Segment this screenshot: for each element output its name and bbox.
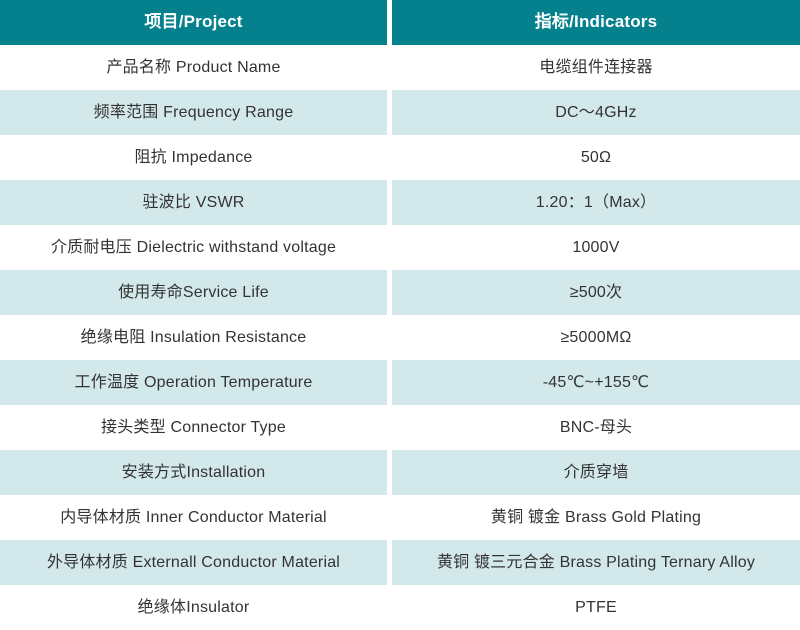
indicator-cell: ≥500次 bbox=[392, 270, 800, 315]
table-row: 接头类型 Connector Type BNC-母头 bbox=[0, 405, 800, 450]
indicator-cell: -45℃~+155℃ bbox=[392, 360, 800, 405]
project-cell: 绝缘电阻 Insulation Resistance bbox=[0, 315, 387, 360]
header-cell-indicators: 指标/Indicators bbox=[392, 0, 800, 45]
project-cell: 外导体材质 Externall Conductor Material bbox=[0, 540, 387, 585]
project-cell: 产品名称 Product Name bbox=[0, 45, 387, 90]
table-row: 绝缘电阻 Insulation Resistance ≥5000MΩ bbox=[0, 315, 800, 360]
indicator-cell: PTFE bbox=[392, 585, 800, 630]
indicator-cell: 黄铜 镀三元合金 Brass Plating Ternary Alloy bbox=[392, 540, 800, 585]
table-row: 内导体材质 Inner Conductor Material 黄铜 镀金 Bra… bbox=[0, 495, 800, 540]
table-row: 介质耐电压 Dielectric withstand voltage 1000V bbox=[0, 225, 800, 270]
project-cell: 阻抗 Impedance bbox=[0, 135, 387, 180]
table-row: 使用寿命Service Life ≥500次 bbox=[0, 270, 800, 315]
project-cell: 频率范围 Frequency Range bbox=[0, 90, 387, 135]
project-cell: 安装方式Installation bbox=[0, 450, 387, 495]
project-cell: 介质耐电压 Dielectric withstand voltage bbox=[0, 225, 387, 270]
table-row: 产品名称 Product Name 电缆组件连接器 bbox=[0, 45, 800, 90]
project-cell: 使用寿命Service Life bbox=[0, 270, 387, 315]
indicator-cell: 50Ω bbox=[392, 135, 800, 180]
table-header-row: 项目/Project 指标/Indicators bbox=[0, 0, 800, 45]
table-row: 阻抗 Impedance 50Ω bbox=[0, 135, 800, 180]
project-cell: 内导体材质 Inner Conductor Material bbox=[0, 495, 387, 540]
table-row: 外导体材质 Externall Conductor Material 黄铜 镀三… bbox=[0, 540, 800, 585]
indicator-cell: 介质穿墙 bbox=[392, 450, 800, 495]
project-cell: 驻波比 VSWR bbox=[0, 180, 387, 225]
table-row: 频率范围 Frequency Range DC～4GHz bbox=[0, 90, 800, 135]
indicator-cell: 1.20：1（Max） bbox=[392, 180, 800, 225]
table-row: 安装方式Installation 介质穿墙 bbox=[0, 450, 800, 495]
indicator-cell: 黄铜 镀金 Brass Gold Plating bbox=[392, 495, 800, 540]
indicator-cell: 1000V bbox=[392, 225, 800, 270]
table-row: 驻波比 VSWR 1.20：1（Max） bbox=[0, 180, 800, 225]
table-row: 绝缘体Insulator PTFE bbox=[0, 585, 800, 630]
project-cell: 工作温度 Operation Temperature bbox=[0, 360, 387, 405]
table-row: 工作温度 Operation Temperature -45℃~+155℃ bbox=[0, 360, 800, 405]
indicator-cell: DC～4GHz bbox=[392, 90, 800, 135]
indicator-cell: ≥5000MΩ bbox=[392, 315, 800, 360]
project-cell: 绝缘体Insulator bbox=[0, 585, 387, 630]
indicator-cell: BNC-母头 bbox=[392, 405, 800, 450]
indicator-cell: 电缆组件连接器 bbox=[392, 45, 800, 90]
project-cell: 接头类型 Connector Type bbox=[0, 405, 387, 450]
header-cell-project: 项目/Project bbox=[0, 0, 387, 45]
